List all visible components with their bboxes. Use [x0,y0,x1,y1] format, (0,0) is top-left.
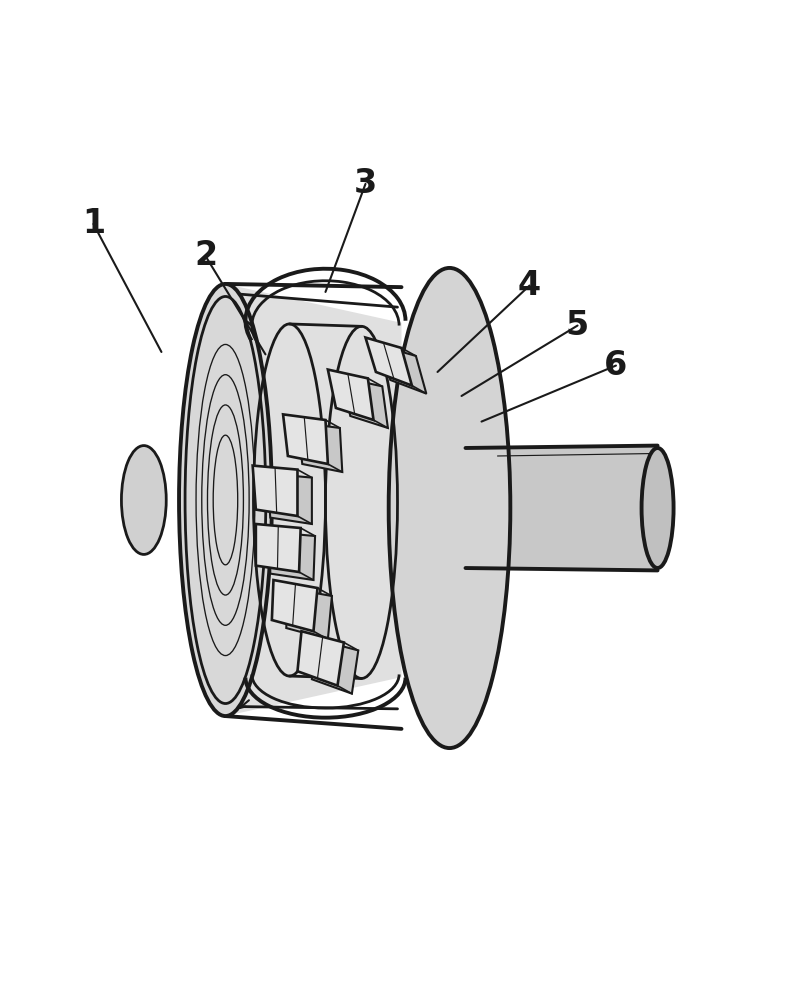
Text: 2: 2 [193,239,217,272]
Text: 4: 4 [517,269,541,302]
Text: 6: 6 [604,349,627,382]
Polygon shape [270,532,314,580]
Polygon shape [297,422,342,472]
Polygon shape [283,414,327,464]
Polygon shape [297,631,343,686]
Ellipse shape [388,268,510,748]
Text: 5: 5 [565,309,589,342]
Polygon shape [272,580,317,631]
Ellipse shape [641,448,673,568]
Text: 3: 3 [354,167,377,200]
Polygon shape [342,378,387,428]
Polygon shape [379,346,426,394]
Text: 1: 1 [82,207,105,240]
Polygon shape [311,639,358,694]
Polygon shape [253,466,297,516]
Polygon shape [225,284,401,716]
Polygon shape [327,370,373,420]
Polygon shape [365,338,411,386]
Ellipse shape [121,446,166,554]
Polygon shape [465,446,657,570]
Polygon shape [256,524,300,572]
Ellipse shape [179,284,272,716]
Polygon shape [267,474,311,524]
Polygon shape [286,588,331,639]
